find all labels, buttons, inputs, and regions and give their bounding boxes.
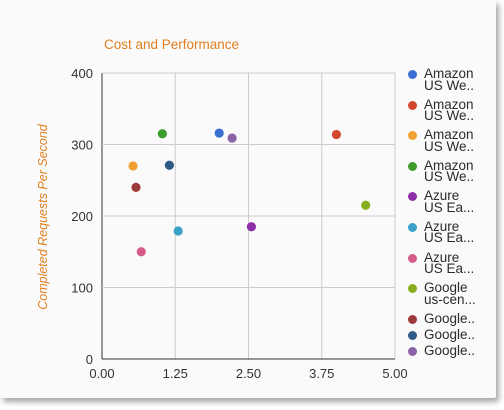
legend-item[interactable]: Google.. xyxy=(406,343,492,361)
data-point xyxy=(227,133,237,143)
legend-item[interactable]: Amazon US We.. xyxy=(406,157,492,191)
y-tick-label: 200 xyxy=(71,209,93,224)
legend-item[interactable]: Azure US Ea... xyxy=(406,188,492,221)
chart-title: Cost and Performance xyxy=(104,37,239,52)
legend-label: Google.. xyxy=(424,327,476,343)
legend-item[interactable]: Google us-cen... xyxy=(406,280,492,313)
legend-label: Amazon US We.. xyxy=(424,157,475,185)
legend-label: Google.. xyxy=(424,310,476,326)
legend-label: Amazon US We.. xyxy=(424,66,475,93)
legend-swatch xyxy=(408,192,417,202)
legend-label: Azure US Ea... xyxy=(424,249,475,277)
legend-swatch xyxy=(408,331,417,341)
data-point xyxy=(164,160,174,170)
y-tick-label: 100 xyxy=(71,281,93,296)
legend-swatch xyxy=(408,314,417,324)
legend-swatch xyxy=(408,347,417,357)
legend-swatch xyxy=(408,131,417,141)
legend-item[interactable]: Azure US Ea... xyxy=(406,218,492,252)
legend-item[interactable]: Google.. xyxy=(406,310,492,329)
data-point xyxy=(128,161,138,171)
legend-label: Google.. xyxy=(424,343,476,359)
data-point xyxy=(331,129,341,140)
y-tick-label: 0 xyxy=(86,352,93,367)
data-point xyxy=(157,129,167,139)
grid-lines xyxy=(101,72,396,360)
y-tick-label: 400 xyxy=(71,66,93,81)
legend-swatch xyxy=(408,161,417,171)
legend-swatch xyxy=(408,284,417,294)
legend-item[interactable]: Amazon US We.. xyxy=(406,127,492,160)
legend-swatch xyxy=(408,253,417,263)
legend-label: Amazon US We.. xyxy=(424,96,475,124)
x-tick-label: 5.00 xyxy=(382,366,407,381)
legend-swatch xyxy=(408,70,417,79)
legend-label: Azure US Ea... xyxy=(424,188,475,215)
legend: Amazon US We.. Amazon US We.. Amazon US We… xyxy=(406,66,492,362)
data-point xyxy=(136,247,146,257)
legend-label: Google us-cen... xyxy=(424,280,476,307)
x-tick-label: 0.00 xyxy=(89,366,114,381)
x-tick-label: 2.50 xyxy=(236,366,261,381)
legend-swatch xyxy=(408,100,417,110)
legend-label: Amazon US We.. xyxy=(424,127,475,154)
legend-swatch xyxy=(408,222,417,232)
chart-card: Cost and Performance Completed Requests … xyxy=(36,37,492,381)
data-point xyxy=(214,128,224,138)
legend-item[interactable]: Google.. xyxy=(406,327,492,345)
legend-item[interactable]: Amazon US We.. xyxy=(406,66,492,99)
data-point xyxy=(173,226,183,236)
y-tick-label: 300 xyxy=(71,138,93,153)
y-axis-label: Completed Requests Per Second xyxy=(36,123,50,310)
data-point xyxy=(131,182,141,192)
data-point xyxy=(361,200,371,210)
data-point xyxy=(246,222,257,232)
x-tick-label: 1.25 xyxy=(163,366,188,381)
x-tick-label: 3.75 xyxy=(309,366,334,381)
tick-labels: 0.00 1.25 2.50 3.75 5.00 0 100 200 300 400 xyxy=(71,66,407,381)
legend-item[interactable]: Amazon US We.. xyxy=(406,96,492,130)
data-points xyxy=(128,128,371,257)
legend-item[interactable]: Azure US Ea... xyxy=(406,249,492,283)
legend-label: Azure US Ea... xyxy=(424,218,475,246)
